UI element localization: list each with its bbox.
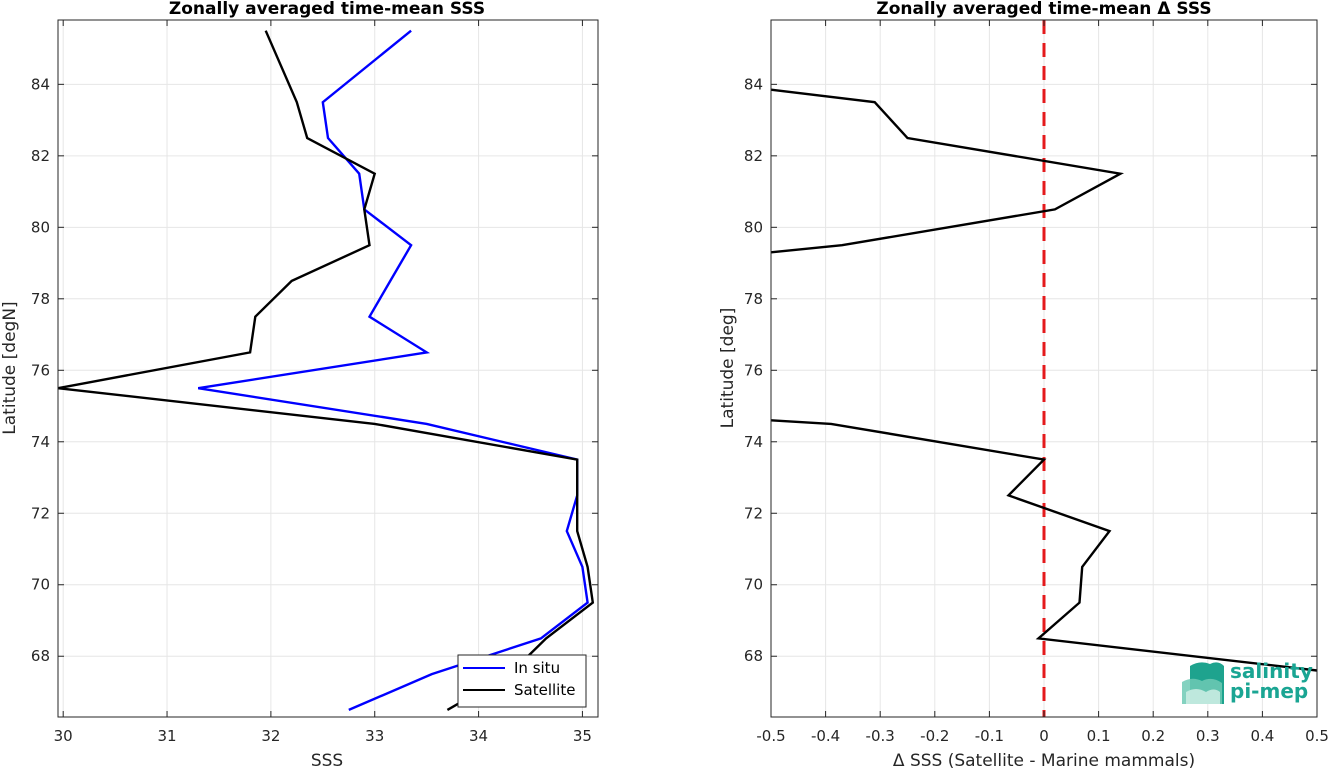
sss-y-axis-label: Latitude [degN] [0,301,20,434]
sss-y-tick-label: 70 [31,576,50,594]
delta-x-tick-label: 0 [1039,727,1049,745]
delta-sss-panel: -0.5 -0.4 -0.3 -0.2 -0.1 0 0.1 0.2 0.3 0.4 0.5 68 70… [718,0,1329,771]
delta-y-tick-label: 74 [744,433,763,451]
delta-series-segment-0 [770,419,1318,672]
delta-x-tick-label: 0.3 [1196,727,1220,745]
delta-series-segment-1 [770,88,1125,254]
sss-series-in-situ [198,29,589,712]
logo-text-salinity: salinity [1230,659,1313,683]
delta-y-tick-label: 76 [744,361,763,379]
sss-x-tick-label: 30 [54,727,73,745]
delta-series-layer [770,20,1318,717]
delta-chart-title: Zonally averaged time-mean Δ SSS [876,0,1211,19]
sss-x-tick-label: 33 [365,727,384,745]
sss-y-tick-label: 80 [31,218,50,236]
delta-y-tick-label: 78 [744,290,763,308]
sss-x-tick-label: 34 [469,727,488,745]
delta-x-tick-label: -0.1 [975,727,1004,745]
delta-y-axis-label: Latitude [deg] [718,308,738,429]
delta-x-tick-label: -0.4 [811,727,840,745]
delta-y-tick-label: 82 [744,147,763,165]
wave-logo-icon [1182,662,1224,704]
sss-x-tick-label: 32 [261,727,280,745]
logo-text-pimep: pi-mep [1230,679,1308,703]
delta-y-tick-label: 84 [744,75,763,93]
legend-label-satellite: Satellite [514,681,575,699]
delta-x-tick-label: 0.1 [1087,727,1111,745]
delta-x-tick-label: -0.2 [920,727,949,745]
sss-y-tick-label: 82 [31,147,50,165]
sss-y-tick-label: 72 [31,504,50,522]
legend-box [457,654,587,708]
sss-y-tick-label: 78 [31,290,50,308]
sss-y-tick-label: 68 [31,647,50,665]
delta-x-tick-label: 0.5 [1305,727,1329,745]
legend-label-in-situ: In situ [514,659,560,677]
delta-x-axis-label: Δ SSS (Satellite - Marine mammals) [893,751,1195,769]
delta-x-tick-label: 0.2 [1141,727,1165,745]
sss-panel: 30 31 32 33 34 35 68 70 72 74 76 78 80 82 84 Zonally a… [0,0,599,771]
sss-grid [58,20,598,717]
sss-axes-box [57,19,599,718]
salinity-pimep-logo: salinity pi-mep [1182,659,1313,704]
delta-x-tick-label: -0.3 [866,727,895,745]
sss-chart-title: Zonally averaged time-mean SSS [169,0,485,19]
delta-y-tick-label: 80 [744,218,763,236]
delta-y-tick-label: 72 [744,504,763,522]
delta-y-tick-label: 68 [744,647,763,665]
sss-y-tick-label: 74 [31,433,50,451]
delta-ticks: -0.5 -0.4 -0.3 -0.2 -0.1 0 0.1 0.2 0.3 0.4 0.5 68 70… [744,20,1329,745]
sss-x-tick-label: 31 [157,727,176,745]
sss-x-tick-label: 35 [573,727,592,745]
delta-x-tick-label: 0.4 [1250,727,1274,745]
sss-x-axis-label: SSS [311,751,343,769]
sss-y-tick-label: 84 [31,75,50,93]
delta-x-tick-label: -0.5 [756,727,785,745]
sss-legend: In situ Satellite [457,654,587,708]
sss-ticks: 30 31 32 33 34 35 68 70 72 74 76 78 80 82 84 [31,20,598,745]
sss-y-tick-label: 76 [31,361,50,379]
delta-y-tick-label: 70 [744,576,763,594]
